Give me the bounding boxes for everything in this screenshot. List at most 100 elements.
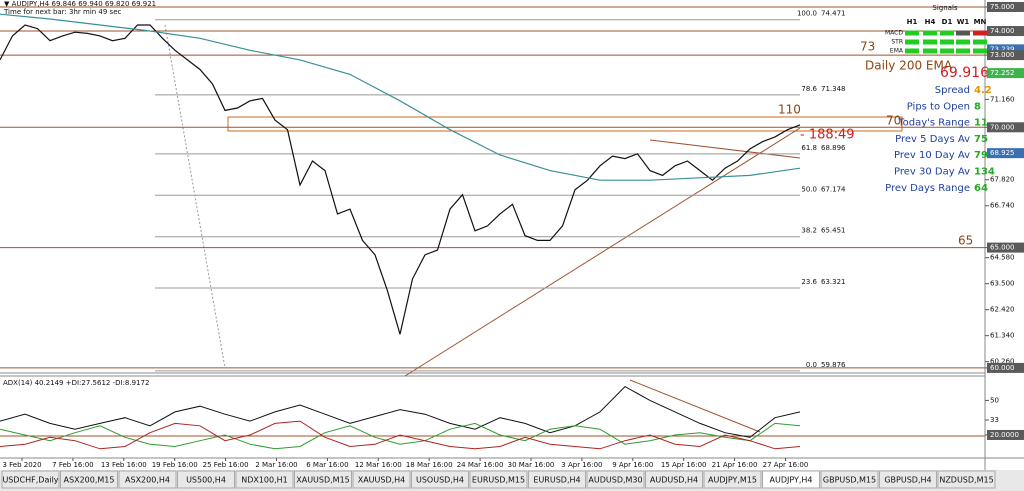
tab[interactable] xyxy=(469,470,528,489)
trendline xyxy=(404,127,801,377)
fib-price: 63.321 xyxy=(821,278,846,286)
x-tick-label: 15 Apr 16:00 xyxy=(661,461,707,469)
x-tick-label: 2 Mar 16:00 xyxy=(255,461,297,469)
adx-title: ADX(14) 40.2149 +DI:27.5612 -DI:8.9172 xyxy=(3,379,149,387)
tab[interactable] xyxy=(528,470,586,489)
y-tick-label: 64.580 xyxy=(990,254,1015,262)
signal-row: STR xyxy=(891,39,903,46)
ema-line xyxy=(0,13,801,181)
x-tick-label: 27 Apr 16:00 xyxy=(763,461,809,469)
fib-ratio: 23.6 xyxy=(801,278,817,286)
tab-label[interactable]: USOUSD,H4 xyxy=(416,476,464,485)
price-tag xyxy=(987,44,1024,55)
y-tick-label: 33 xyxy=(990,416,999,424)
x-tick-label: 30 Mar 16:00 xyxy=(508,461,555,469)
tab[interactable] xyxy=(820,470,879,489)
price-tag xyxy=(987,148,1024,159)
tab-label[interactable]: AUDJPY,H4 xyxy=(769,476,812,485)
x-tick-label: 19 Feb 16:00 xyxy=(152,461,198,469)
info-value: 134 xyxy=(974,167,995,178)
signal-cell xyxy=(973,30,987,36)
signal-row: MACD xyxy=(885,30,903,37)
tab[interactable] xyxy=(60,470,118,489)
y-tick-label: 65.000 xyxy=(990,244,1015,252)
tab[interactable] xyxy=(411,470,469,489)
fib-price: 67.174 xyxy=(821,185,846,193)
y-tick-label: 62.420 xyxy=(990,306,1015,314)
signal-cell xyxy=(956,39,970,45)
info-value: 64 xyxy=(974,183,988,194)
info-label: Prev 30 Day Av xyxy=(894,167,970,178)
tab-label[interactable]: AUDUSD,M30 xyxy=(588,476,642,485)
signal-cell xyxy=(973,39,987,45)
annotation: 65 xyxy=(958,234,973,248)
tab-label[interactable]: AUDJPY,M15 xyxy=(708,476,757,485)
y-tick-label: 66.740 xyxy=(990,202,1015,210)
y-tick-label: 60.260 xyxy=(990,358,1015,366)
signals-title: Signals xyxy=(932,4,958,12)
info-value: 11 xyxy=(974,118,988,129)
signal-cell xyxy=(940,39,954,45)
tab[interactable] xyxy=(586,470,645,489)
tab-label[interactable]: US500,H4 xyxy=(186,476,226,485)
tab[interactable] xyxy=(177,470,235,489)
tab-label[interactable]: AUDUSD,H4 xyxy=(650,476,698,485)
info-label: Prev 10 Day Av xyxy=(894,150,970,161)
tab-label[interactable]: ASX200,M15 xyxy=(64,476,115,485)
annotation: - 188:49 xyxy=(800,128,855,143)
annotation: 70 xyxy=(886,114,901,128)
signal-cell xyxy=(956,48,970,54)
signal-cell xyxy=(923,39,937,45)
tab[interactable] xyxy=(352,470,411,489)
tab[interactable] xyxy=(879,470,937,489)
tab[interactable] xyxy=(703,470,762,489)
fib-price: 68.896 xyxy=(821,144,846,152)
annotation: 73 xyxy=(860,40,875,54)
x-tick-label: 24 Mar 16:00 xyxy=(457,461,504,469)
y-tick-label: 50 xyxy=(990,396,999,404)
annotation: 110 xyxy=(778,103,801,117)
y-tick-label: 71.160 xyxy=(990,95,1015,103)
tab[interactable] xyxy=(294,470,352,489)
tab-label[interactable]: NZDUSD,M15 xyxy=(939,476,993,485)
signal-row: EMA xyxy=(890,48,904,55)
adx-trendline xyxy=(629,379,761,433)
bar-timer: Time for next bar: 3hr min 49 sec xyxy=(3,8,122,16)
level-tag xyxy=(987,429,1024,440)
tab-label[interactable]: EURUSD,H4 xyxy=(533,476,580,485)
y-tick-label: 60.000 xyxy=(990,364,1015,372)
fib-ratio: 100.0 xyxy=(797,10,817,18)
signal-cell xyxy=(973,48,987,54)
tab-label[interactable]: XAUUSD,H4 xyxy=(358,476,406,485)
tab[interactable] xyxy=(1,470,60,489)
adx-line xyxy=(0,422,801,450)
fib-ratio: 78.6 xyxy=(801,85,817,93)
tab[interactable] xyxy=(118,470,177,489)
info-label: Today's Range xyxy=(897,118,970,129)
tab-label[interactable]: GBPUSD,M15 xyxy=(823,476,876,485)
info-label: Spread xyxy=(935,85,970,96)
tab-label[interactable]: USDCHF,Daily xyxy=(2,476,58,485)
signal-cell xyxy=(905,48,919,54)
tab[interactable] xyxy=(235,470,294,489)
tab[interactable] xyxy=(762,470,820,489)
tab-label[interactable]: XAUUSD,M15 xyxy=(296,476,350,485)
fib-price: 65.451 xyxy=(821,227,846,235)
signal-cell xyxy=(905,39,919,45)
tab[interactable] xyxy=(937,470,996,489)
fib-ratio: 61.8 xyxy=(801,144,817,152)
tab-label[interactable]: ASX200,H4 xyxy=(125,476,170,485)
signal-column: H4 xyxy=(925,18,936,26)
fib-price: 59.876 xyxy=(821,361,846,369)
y-tick-label: 63.500 xyxy=(990,280,1015,288)
signal-cell xyxy=(940,30,954,36)
tab-label[interactable]: NDX100,H1 xyxy=(241,476,288,485)
info-value: 75 xyxy=(974,134,988,145)
tab-label[interactable]: GBPUSD,H4 xyxy=(884,476,931,485)
signal-column: MN xyxy=(974,18,987,26)
price-tag xyxy=(987,362,1024,373)
tab[interactable] xyxy=(645,470,703,489)
y-tick-label: 67.820 xyxy=(990,176,1015,184)
tab-label[interactable]: EURUSD,M15 xyxy=(472,476,525,485)
